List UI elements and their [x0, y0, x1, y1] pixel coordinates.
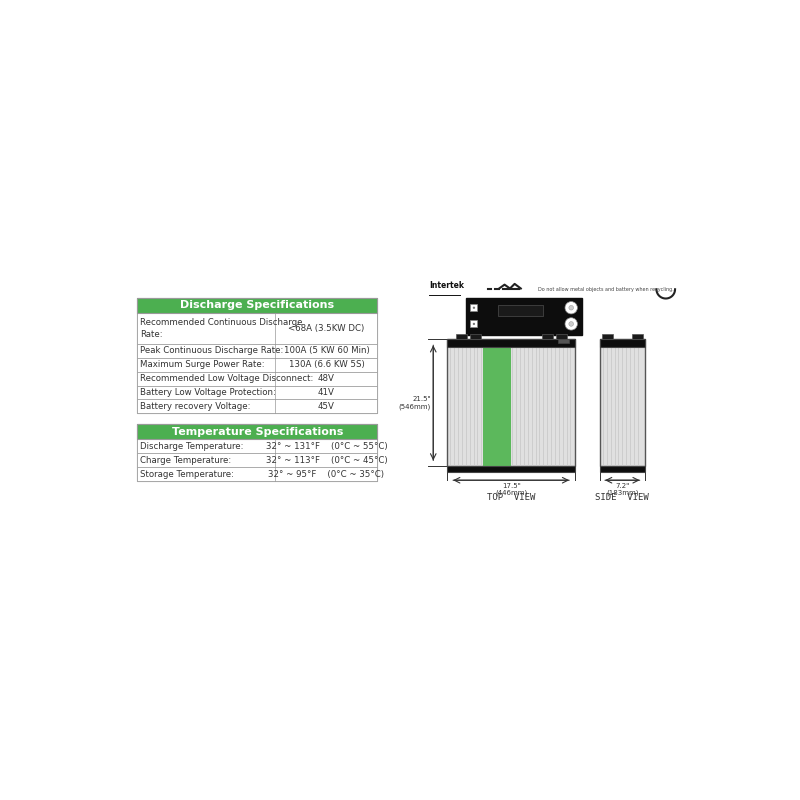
Text: Discharge Specifications: Discharge Specifications [180, 301, 334, 310]
Text: 45V: 45V [318, 402, 335, 411]
Text: Recommended Continuous Discharge
Rate:: Recommended Continuous Discharge Rate: [140, 318, 302, 338]
Bar [138, 454, 378, 467]
Circle shape [473, 322, 475, 325]
Bar [498, 305, 542, 316]
Bar [138, 424, 378, 481]
Text: Battery recovery Voltage:: Battery recovery Voltage: [140, 402, 251, 411]
Circle shape [565, 302, 578, 314]
Bar [600, 339, 645, 347]
Bar [470, 304, 478, 311]
Text: TOP  VIEW: TOP VIEW [487, 493, 535, 502]
Text: Charge Temperature:: Charge Temperature: [140, 456, 231, 465]
Text: <68A (3.5KW DC): <68A (3.5KW DC) [288, 324, 365, 333]
Text: Temperature Specifications: Temperature Specifications [172, 426, 343, 437]
Text: Battery Low Voltage Protection:: Battery Low Voltage Protection: [140, 388, 276, 397]
Text: 130A (6.6 KW 5S): 130A (6.6 KW 5S) [289, 360, 364, 370]
Text: Peak Continuous Discharge Rate:: Peak Continuous Discharge Rate: [140, 346, 284, 355]
Text: 7.2"
(183mm): 7.2" (183mm) [606, 482, 638, 496]
Bar [138, 467, 378, 481]
Bar [632, 334, 642, 339]
Bar [138, 298, 378, 313]
Bar [600, 339, 645, 466]
Text: 17.5"
(446mm): 17.5" (446mm) [495, 482, 527, 496]
Text: Maximum Surge Power Rate:: Maximum Surge Power Rate: [140, 360, 265, 370]
Text: Recommended Low Voltage Disconnect:: Recommended Low Voltage Disconnect: [140, 374, 314, 383]
Bar [470, 334, 481, 339]
Bar [600, 466, 645, 472]
Bar [447, 466, 575, 472]
Bar [456, 334, 466, 339]
Bar [447, 339, 575, 347]
Bar [470, 321, 478, 327]
Bar [138, 298, 378, 414]
Text: 21.5"
(546mm): 21.5" (546mm) [398, 396, 431, 410]
Text: 100A (5 KW 60 Min): 100A (5 KW 60 Min) [283, 346, 370, 355]
Text: 32° ~ 131°F    (0°C ~ 55°C): 32° ~ 131°F (0°C ~ 55°C) [266, 442, 387, 451]
Bar [138, 424, 378, 439]
Text: SIDE  VIEW: SIDE VIEW [595, 493, 650, 502]
Text: Do not allow metal objects and battery when recycling.: Do not allow metal objects and battery w… [538, 287, 674, 292]
Circle shape [569, 306, 574, 310]
Text: Discharge Temperature:: Discharge Temperature: [140, 442, 244, 451]
Text: Storage Temperature:: Storage Temperature: [140, 470, 234, 478]
Bar [138, 358, 378, 372]
Text: 32° ~ 95°F    (0°C ~ 35°C): 32° ~ 95°F (0°C ~ 35°C) [268, 470, 384, 478]
Bar [558, 339, 569, 343]
Bar [138, 399, 378, 414]
Text: 32° ~ 113°F    (0°C ~ 45°C): 32° ~ 113°F (0°C ~ 45°C) [266, 456, 387, 465]
Bar [138, 344, 378, 358]
Bar [483, 340, 511, 466]
Text: FRONT  VIEW: FRONT VIEW [494, 342, 554, 350]
Text: 41V: 41V [318, 388, 335, 397]
Text: Intertek: Intertek [430, 281, 464, 290]
Circle shape [569, 322, 574, 326]
Bar [466, 298, 582, 334]
Bar [138, 313, 378, 344]
Circle shape [473, 306, 475, 309]
Bar [138, 439, 378, 454]
Bar [138, 386, 378, 399]
Bar [556, 334, 566, 339]
Bar [602, 334, 613, 339]
Text: 48V: 48V [318, 374, 335, 383]
Bar [542, 334, 553, 339]
Circle shape [565, 318, 578, 330]
Bar [138, 372, 378, 386]
Bar [447, 339, 575, 466]
